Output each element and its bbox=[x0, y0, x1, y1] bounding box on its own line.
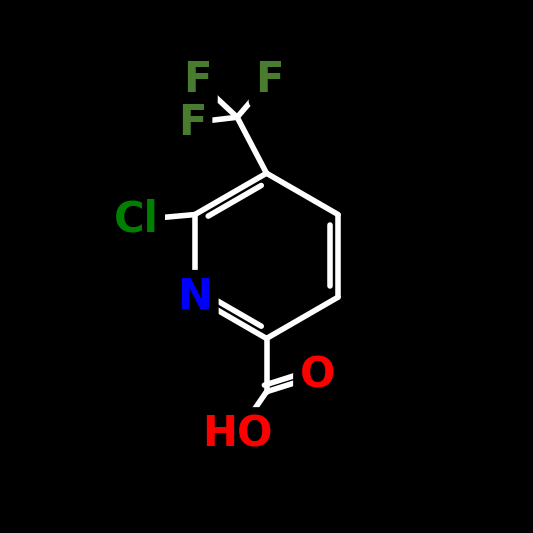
Text: F: F bbox=[255, 59, 284, 101]
Text: HO: HO bbox=[202, 414, 272, 455]
Text: F: F bbox=[177, 102, 206, 143]
Text: O: O bbox=[300, 355, 335, 397]
Text: F: F bbox=[183, 59, 212, 101]
Text: N: N bbox=[177, 276, 212, 318]
Text: Cl: Cl bbox=[114, 199, 159, 241]
